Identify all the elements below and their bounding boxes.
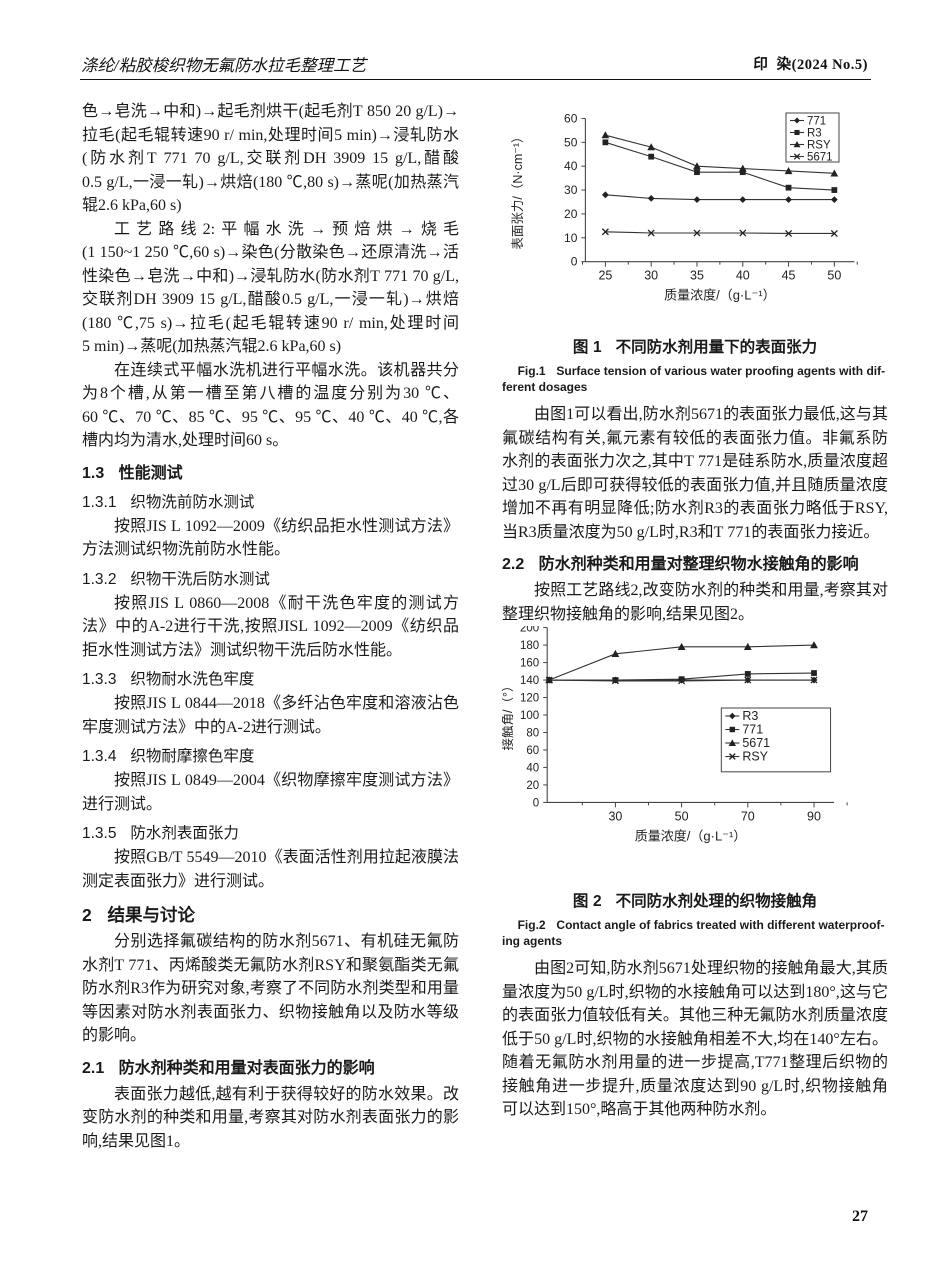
svg-text:RSY: RSY (742, 750, 768, 764)
svg-text:20: 20 (526, 780, 539, 792)
svg-text:120: 120 (520, 693, 539, 705)
svg-text:50: 50 (827, 269, 841, 283)
svg-text:140: 140 (520, 675, 539, 687)
svg-text:50: 50 (564, 135, 578, 149)
svg-text:30: 30 (644, 269, 658, 283)
svg-text:R3: R3 (807, 128, 822, 140)
svg-text:70: 70 (741, 809, 755, 823)
svg-text:0: 0 (571, 255, 578, 269)
svg-text:30: 30 (608, 809, 622, 823)
svg-text:表面张力/（N·cm⁻¹）: 表面张力/（N·cm⁻¹） (510, 131, 525, 250)
svg-text:30: 30 (564, 183, 578, 197)
svg-text:60: 60 (526, 745, 539, 757)
svg-text:35: 35 (690, 269, 704, 283)
svg-text:0: 0 (533, 797, 539, 809)
svg-text:25: 25 (598, 269, 612, 283)
svg-text:80: 80 (526, 727, 539, 739)
svg-text:200: 200 (520, 626, 539, 635)
svg-text:5671: 5671 (807, 152, 833, 164)
svg-text:180: 180 (520, 640, 539, 652)
svg-text:45: 45 (782, 269, 796, 283)
svg-text:RSY: RSY (807, 140, 831, 152)
svg-text:40: 40 (736, 269, 750, 283)
svg-text:160: 160 (520, 658, 539, 670)
svg-text:接触角/（°）: 接触角/（°） (502, 680, 515, 751)
svg-text:50: 50 (675, 809, 689, 823)
svg-text:5671: 5671 (742, 736, 770, 750)
svg-text:60: 60 (564, 111, 578, 125)
svg-text:质量浓度/（g·L⁻¹）: 质量浓度/（g·L⁻¹） (635, 828, 747, 843)
svg-text:R3: R3 (742, 709, 758, 723)
svg-text:10: 10 (564, 231, 578, 245)
svg-text:100: 100 (520, 710, 539, 722)
svg-text:771: 771 (742, 723, 763, 737)
svg-text:20: 20 (564, 207, 578, 221)
svg-text:质量浓度/（g·L⁻¹）: 质量浓度/（g·L⁻¹） (664, 288, 776, 303)
svg-text:90: 90 (807, 809, 821, 823)
svg-text:771: 771 (807, 116, 826, 128)
svg-text:40: 40 (526, 762, 539, 774)
svg-text:40: 40 (564, 159, 578, 173)
